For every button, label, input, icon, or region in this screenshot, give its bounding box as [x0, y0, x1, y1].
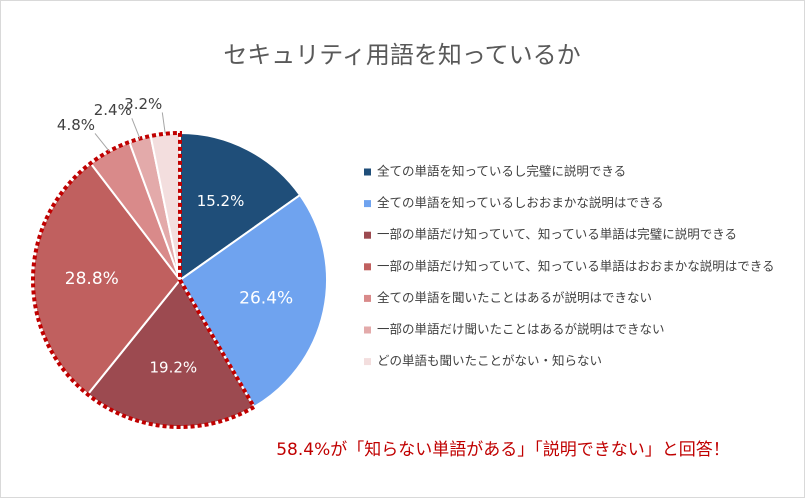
leader-line: [94, 133, 110, 152]
data-label: 15.2%: [197, 192, 245, 210]
annotation: 58.4%が「知らない単語がある」「説明できない」と回答！: [276, 440, 730, 460]
legend-swatch: [364, 358, 371, 366]
legend-swatch: [364, 200, 371, 208]
data-label: 26.4%: [239, 289, 293, 309]
legend-swatch: [364, 168, 371, 176]
data-label: 28.8%: [65, 269, 119, 289]
legend-swatch: [364, 326, 371, 334]
legend-swatch: [364, 231, 371, 239]
chart-title: セキュリティ用語を知っているか: [223, 41, 580, 69]
leader-line: [161, 112, 166, 134]
pie-slice: [179, 131, 302, 282]
legend-label: 全ての単語を知っているし完璧に説明できる: [377, 164, 626, 179]
pie-slice: [178, 193, 328, 409]
legend-label: 全ての単語を聞いたことはあるが説明はできない: [377, 290, 652, 305]
highlight-outline: [31, 130, 257, 429]
legend-label: 一部の単語だけ知っていて、知っている単語はおおまかな説明はできる: [377, 258, 775, 273]
legend-label: 全ての単語を知っているしおおまかな説明はできる: [377, 195, 664, 210]
data-label: 2.4%: [94, 101, 132, 119]
legend-swatch: [364, 294, 371, 302]
legend-label: 一部の単語だけ知っていて、知っている単語は完璧に説明できる: [377, 227, 737, 242]
data-label: 3.2%: [124, 95, 162, 113]
legend-swatch: [364, 263, 371, 271]
legend-label: 一部の単語だけ聞いたことはあるが説明はできない: [377, 322, 665, 337]
data-label: 4.8%: [57, 116, 95, 134]
leader-line: [131, 118, 141, 139]
legend-label: どの単語も聞いたことがない・知らない: [377, 353, 602, 368]
data-label: 19.2%: [150, 358, 198, 376]
